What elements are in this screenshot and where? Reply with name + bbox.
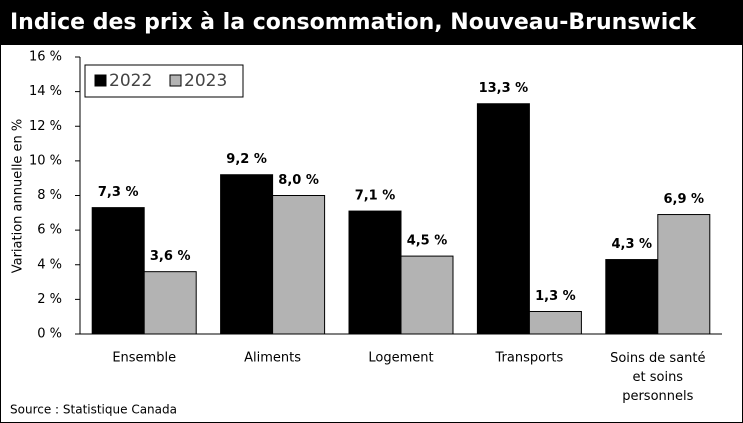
y-tick-label: 14 % [29,84,62,99]
x-tick-line: personnels [622,389,693,404]
bar [143,271,197,335]
legend-box [84,64,244,98]
y-tick-label: 12 % [29,119,62,134]
value-label: 4,5 % [407,234,448,249]
value-label: 3,6 % [150,249,191,264]
y-tick-label: 6 % [37,223,62,238]
x-tick-line: Soins de santé [610,351,705,366]
bar [657,214,711,335]
chart-title: Indice des prix à la consommation, Nouve… [10,10,697,35]
legend-swatch [94,74,107,87]
value-label: 1,3 % [535,289,576,304]
y-axis-label: Variation annuelle en % [11,119,26,274]
x-tick-line: et soins [633,370,684,385]
y-tick-label: 0 % [37,327,62,342]
value-label: 7,1 % [355,189,396,204]
bar [272,195,326,335]
y-tick-label: 4 % [37,257,62,272]
y-tick-label: 8 % [37,188,62,203]
value-label: 4,3 % [612,237,653,252]
bar [400,255,454,335]
value-label: 13,3 % [479,81,529,96]
x-tick-label: Transports [495,351,564,366]
x-tick-label: Soins de santé et soins personnels [610,351,705,404]
y-tick-label: 2 % [37,292,62,307]
legend-label: 2022 [109,71,152,91]
bar [476,103,530,335]
value-label: 8,0 % [278,173,319,188]
legend-label: 2023 [184,71,227,91]
value-label: 7,3 % [98,185,139,200]
bar [528,310,582,335]
bar [348,210,402,335]
y-tick-label: 16 % [29,50,62,65]
value-label: 6,9 % [664,192,705,207]
legend-swatch [169,74,182,87]
title-bar [0,0,743,45]
x-tick-label: Ensemble [112,351,176,366]
x-tick-label: Logement [368,351,433,366]
y-tick-label: 10 % [29,153,62,168]
x-tick-label: Aliments [244,351,301,366]
value-label: 9,2 % [226,152,267,167]
source: Source : Statistique Canada [10,403,177,417]
bar [220,174,274,335]
bar [605,259,659,335]
bar [91,207,145,335]
